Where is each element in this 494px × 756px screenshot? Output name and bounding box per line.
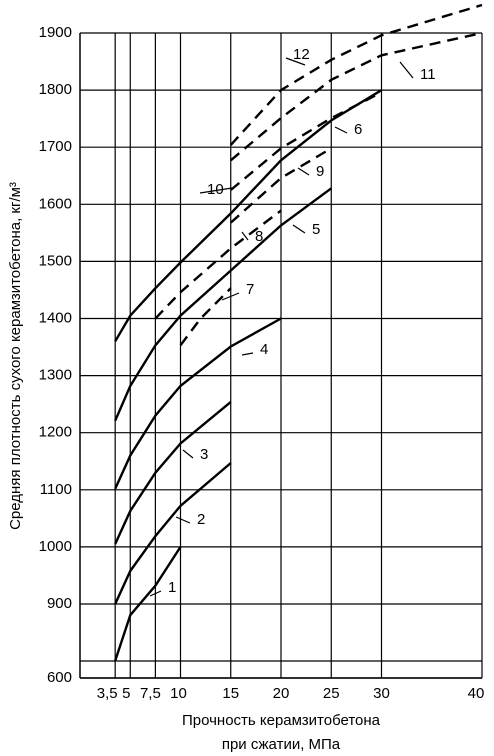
x-axis-label: при сжатии, МПа (222, 736, 341, 753)
y-tick-label: 1700 (39, 138, 72, 155)
leader-line (292, 224, 306, 234)
series-line (114, 546, 182, 662)
series-label: 4 (260, 341, 268, 358)
leader-line (285, 57, 306, 66)
y-tick-label: 1200 (39, 424, 72, 441)
leader-line (241, 231, 249, 241)
leader-line (199, 187, 233, 194)
x-tick-label: 15 (222, 685, 239, 702)
series-label: 10 (207, 181, 224, 198)
series-line (114, 400, 232, 545)
series-line (114, 462, 232, 605)
y-tick-label: 1100 (40, 481, 72, 498)
series-label: 8 (255, 228, 263, 245)
y-tick-label: 1000 (39, 538, 72, 555)
series-label: 1 (168, 579, 176, 596)
series-label: 7 (246, 281, 254, 298)
y-tick-label: 600 (47, 669, 72, 686)
leader-line (297, 167, 310, 176)
leader-line (241, 352, 254, 356)
series-label: 11 (420, 66, 436, 83)
series-label: 3 (200, 446, 208, 463)
series-line (154, 209, 282, 320)
y-tick-label: 1600 (39, 195, 72, 212)
series-line (114, 317, 282, 490)
leader-line (182, 449, 194, 459)
series-label: 9 (316, 163, 324, 180)
x-tick-label: 40 (468, 685, 485, 702)
series-line (179, 287, 232, 347)
series-line (230, 91, 383, 191)
y-tick-label: 1300 (39, 367, 72, 384)
x-tick-label: 10 (170, 685, 187, 702)
x-tick-label: 25 (323, 685, 340, 702)
x-tick-label: 20 (273, 685, 290, 702)
leader-line (221, 292, 240, 301)
series-label: 12 (293, 46, 310, 63)
series-label: 5 (312, 221, 320, 238)
leader-line (334, 126, 348, 134)
x-axis-label: Прочность керамзитобетона (182, 712, 381, 729)
series-line (230, 147, 332, 224)
series-label: 6 (354, 121, 362, 138)
y-tick-label: 1400 (39, 309, 72, 326)
leader-line (175, 516, 191, 524)
series-line (114, 187, 333, 422)
y-tick-label: 1800 (39, 81, 72, 98)
series-label: 2 (197, 511, 205, 528)
series-line (229, 3, 483, 146)
x-tick-label: 7,5 (140, 685, 161, 702)
leader-line (149, 590, 162, 597)
x-tick-label: 30 (373, 685, 390, 702)
series-line (230, 31, 483, 162)
x-tick-label: 5 (122, 685, 130, 702)
x-tick-label: 3,5 (97, 685, 118, 702)
y-axis-label: Средняя плотность сухого керамзитобетона… (7, 182, 24, 530)
y-tick-label: 1500 (39, 252, 72, 269)
leader-line (399, 61, 414, 79)
y-tick-label: 1900 (39, 24, 72, 41)
y-tick-label: 900 (47, 595, 72, 612)
series-line (114, 89, 383, 342)
